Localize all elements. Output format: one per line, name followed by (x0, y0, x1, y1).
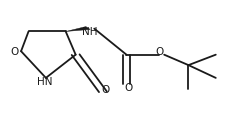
Text: O: O (125, 82, 133, 92)
Text: O: O (101, 84, 110, 94)
Text: O: O (11, 47, 19, 57)
Text: NH: NH (82, 27, 97, 37)
Text: O: O (156, 47, 164, 57)
Text: HN: HN (37, 77, 52, 87)
Polygon shape (66, 27, 90, 32)
